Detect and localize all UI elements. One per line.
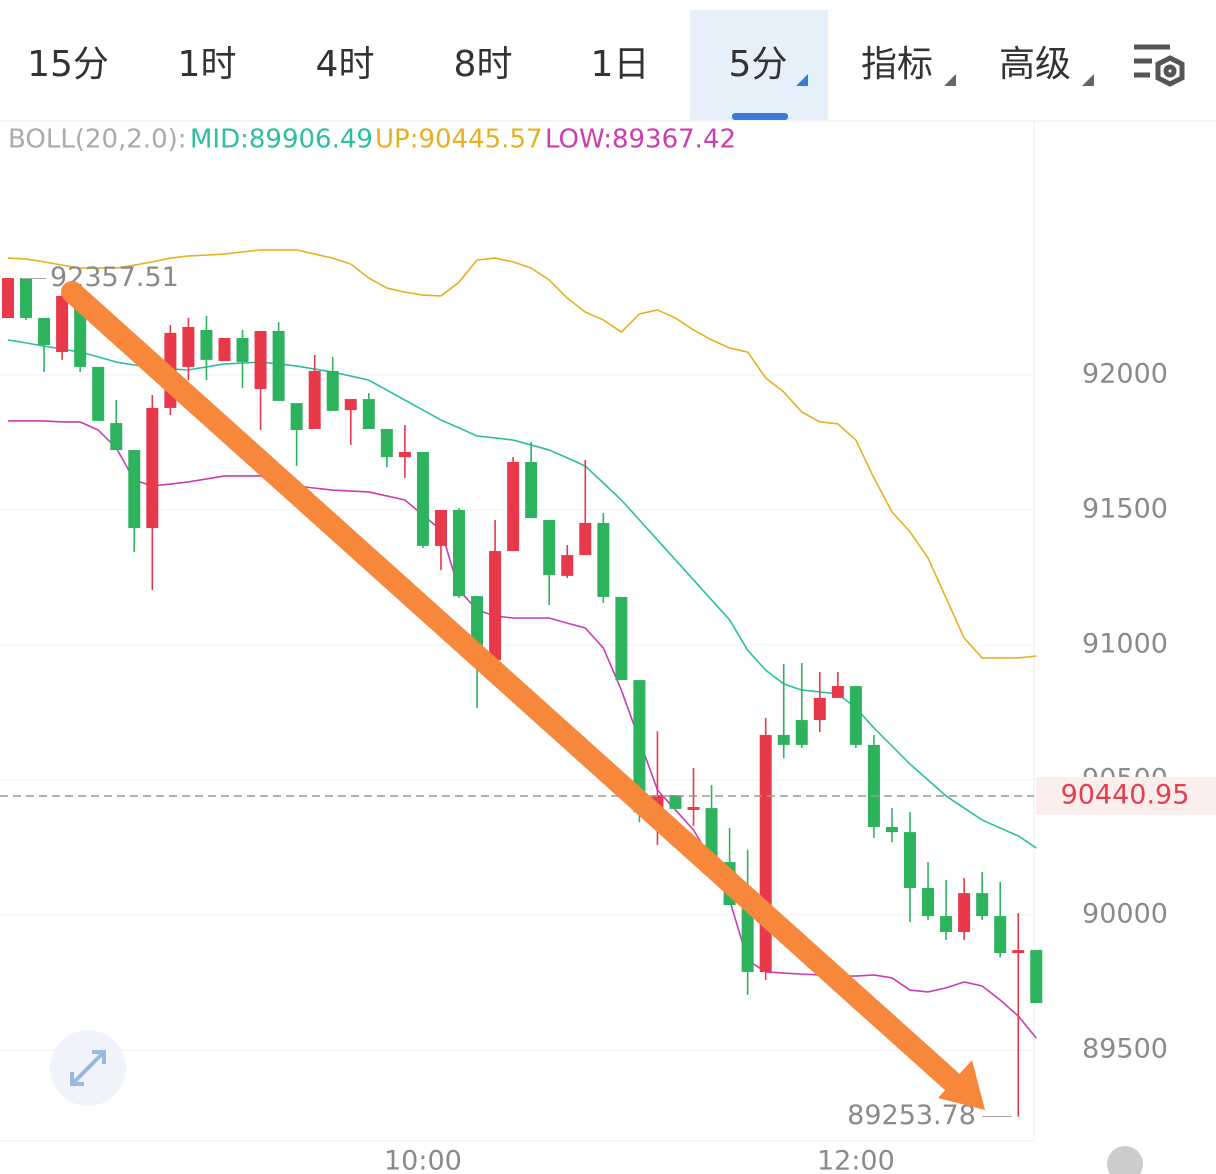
candle-body bbox=[849, 686, 862, 745]
candle-body bbox=[904, 832, 916, 888]
settings-icon[interactable] bbox=[1134, 44, 1185, 87]
candle-body bbox=[128, 450, 141, 529]
y-tick-label: 91500 bbox=[1082, 494, 1168, 525]
candle-body bbox=[182, 326, 195, 367]
candle-body bbox=[92, 366, 105, 421]
expand-icon bbox=[70, 1050, 106, 1086]
x-tick-label: 10:00 bbox=[384, 1146, 462, 1174]
candle-body bbox=[453, 510, 465, 597]
tab-caret bbox=[1082, 74, 1094, 86]
indicator-value: LOW:89367.42 bbox=[545, 125, 736, 155]
tab[interactable]: 1日 bbox=[591, 44, 650, 85]
candle-body bbox=[615, 596, 628, 681]
candle-body bbox=[254, 330, 267, 390]
tab[interactable]: 5分 bbox=[729, 44, 788, 85]
candle-body bbox=[976, 893, 989, 917]
tab-caret bbox=[944, 74, 956, 86]
candle-body bbox=[416, 451, 429, 546]
candle-body bbox=[236, 338, 249, 363]
candle-body bbox=[687, 807, 700, 810]
candle-body bbox=[380, 429, 393, 458]
x-tick-label: 12:00 bbox=[817, 1146, 895, 1174]
candle-body bbox=[434, 510, 447, 546]
boll-line bbox=[7, 249, 1037, 659]
candle-body bbox=[362, 399, 375, 429]
tab[interactable]: 15分 bbox=[27, 44, 109, 85]
candle-body bbox=[669, 795, 682, 809]
last-price-box bbox=[1036, 776, 1216, 815]
candle-body bbox=[777, 734, 790, 745]
candle-body bbox=[38, 318, 51, 346]
candle-body bbox=[831, 686, 844, 698]
candle-body bbox=[272, 330, 285, 401]
candle-body bbox=[110, 423, 123, 451]
candle-body bbox=[507, 461, 520, 552]
candle-body bbox=[146, 407, 159, 529]
boll-line bbox=[8, 420, 1037, 1039]
candle-body bbox=[1012, 950, 1025, 954]
candle-body bbox=[867, 744, 880, 827]
candle-body bbox=[994, 916, 1007, 954]
min-label: 89253.78 bbox=[847, 1100, 976, 1131]
candle-body bbox=[813, 697, 826, 721]
candle-body bbox=[489, 551, 502, 661]
candle-body bbox=[20, 278, 33, 319]
candle-body bbox=[759, 734, 772, 972]
candle-body bbox=[2, 278, 14, 319]
indicator-label: BOLL(20,2.0): bbox=[8, 125, 187, 155]
indicator-value: UP:90445.57 bbox=[375, 125, 543, 155]
tab[interactable]: 指标 bbox=[861, 44, 933, 85]
boll-line bbox=[7, 339, 1037, 849]
candle-body bbox=[326, 370, 339, 411]
tab-indicator bbox=[732, 113, 788, 120]
candle-body bbox=[795, 720, 808, 745]
candle-body bbox=[958, 893, 971, 933]
candle-body bbox=[218, 338, 231, 361]
trend-arrowhead bbox=[938, 1060, 985, 1110]
y-tick-label: 89500 bbox=[1082, 1034, 1168, 1065]
candle-body bbox=[561, 555, 574, 576]
tab[interactable]: 8时 bbox=[454, 44, 513, 85]
candle-body bbox=[940, 916, 953, 933]
last-price-label: 90440.95 bbox=[1061, 779, 1190, 810]
candle-body bbox=[741, 905, 754, 972]
candle-body bbox=[525, 461, 538, 519]
tab[interactable]: 高级 bbox=[999, 44, 1071, 85]
candle-body bbox=[308, 370, 321, 429]
k-button[interactable] bbox=[1107, 1146, 1143, 1174]
y-tick-label: 91000 bbox=[1082, 629, 1168, 660]
tab-caret bbox=[796, 74, 808, 86]
y-tick-label: 92000 bbox=[1082, 359, 1168, 390]
candle-body bbox=[344, 399, 357, 411]
selected-tab-bg bbox=[690, 10, 828, 120]
candle-body bbox=[543, 519, 556, 576]
candle-body bbox=[633, 680, 646, 813]
y-tick-label: 90000 bbox=[1082, 899, 1168, 930]
candle-body bbox=[56, 295, 69, 353]
candle-body bbox=[885, 826, 898, 833]
candle-body bbox=[597, 522, 610, 597]
tab[interactable]: 1时 bbox=[178, 44, 237, 85]
tab[interactable]: 4时 bbox=[316, 44, 375, 85]
candle-body bbox=[398, 451, 411, 458]
trend-arrow bbox=[61, 281, 961, 1091]
candle-body bbox=[471, 596, 484, 653]
candle-body bbox=[1030, 950, 1043, 1004]
candle-body bbox=[579, 522, 592, 556]
candle-body bbox=[290, 403, 303, 431]
candle-body bbox=[922, 888, 935, 917]
indicator-value: MID:89906.49 bbox=[190, 125, 373, 155]
candle-body bbox=[200, 329, 213, 360]
